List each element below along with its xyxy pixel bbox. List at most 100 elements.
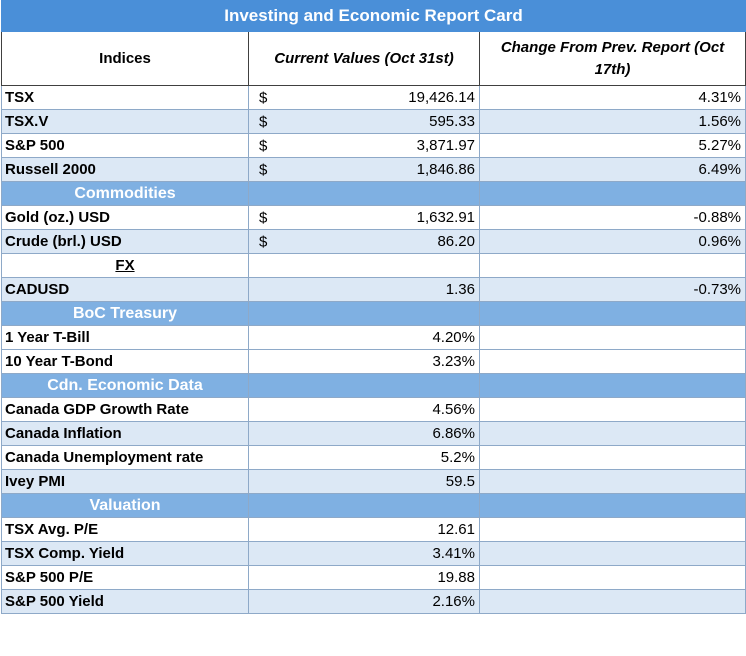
current-value-cell: 4.20% [248,325,480,350]
change-value: -0.73% [478,277,746,302]
current-value: 1,632.91 [416,209,475,226]
row-label: 1 Year T-Bill [1,325,249,350]
current-value: 19.88 [437,569,475,586]
row-label: S&P 500 P/E [1,565,249,590]
table-row: Canada Unemployment rate 5.2% [1,445,746,470]
current-value-cell: $3,871.97 [248,133,480,158]
table-row: S&P 500 $3,871.97 5.27% [1,133,746,158]
current-value: 3.23% [432,353,475,370]
row-label: S&P 500 Yield [1,589,249,614]
current-value: 4.20% [432,329,475,346]
current-value: 6.86% [432,425,475,442]
current-value-cell: $86.20 [248,229,480,254]
current-value-cell: 59.5 [248,469,480,494]
table-row: Crude (brl.) USD $86.20 0.96% [1,229,746,254]
row-label: TSX Comp. Yield [1,541,249,566]
row-label: Canada Inflation [1,421,249,446]
current-value: 595.33 [429,113,475,130]
current-value: 86.20 [437,233,475,250]
current-value-cell: $595.33 [248,109,480,134]
section-empty-cell [478,301,746,326]
row-label: Canada GDP Growth Rate [1,397,249,422]
change-value [478,541,746,566]
row-label: TSX.V [1,109,249,134]
current-value-cell: $1,632.91 [248,205,480,230]
currency-symbol: $ [259,233,268,250]
current-value: 3,871.97 [416,137,475,154]
table-row: S&P 500 Yield 2.16% [1,589,746,614]
header-current-values: Current Values (Oct 31st) [248,31,480,86]
row-label: 10 Year T-Bond [1,349,249,374]
section-empty-cell [478,493,746,518]
section-empty-cell [248,493,480,518]
header-change: Change From Prev. Report (Oct 17th) [478,31,746,86]
section-row: Commodities [1,181,746,206]
change-value: 0.96% [478,229,746,254]
title-row: Investing and Economic Report Card [0,0,746,32]
change-value: 1.56% [478,109,746,134]
change-value: 6.49% [478,157,746,182]
current-value: 3.41% [432,545,475,562]
empty-cell [478,253,746,278]
section-empty-cell [248,373,480,398]
row-label: Canada Unemployment rate [1,445,249,470]
row-label: Ivey PMI [1,469,249,494]
table-row: CADUSD 1.36 -0.73% [1,277,746,302]
row-label: Gold (oz.) USD [1,205,249,230]
current-value: 5.2% [440,449,475,466]
row-label: Russell 2000 [1,157,249,182]
table-row: S&P 500 P/E 19.88 [1,565,746,590]
column-header-row: Indices Current Values (Oct 31st) Change… [1,31,746,86]
currency-symbol: $ [259,89,268,106]
table-row: TSX.V $595.33 1.56% [1,109,746,134]
currency-symbol: $ [259,209,268,226]
section-label: Valuation [1,493,249,518]
current-value-cell: 2.16% [248,589,480,614]
current-value: 1,846.86 [416,161,475,178]
currency-symbol: $ [259,113,268,130]
section-empty-cell [478,181,746,206]
row-label: S&P 500 [1,133,249,158]
table-row: TSX $19,426.14 4.31% [1,85,746,110]
empty-cell [248,253,480,278]
current-value: 4.56% [432,401,475,418]
row-label: TSX Avg. P/E [1,517,249,542]
change-value [478,589,746,614]
current-value-cell: $1,846.86 [248,157,480,182]
current-value-cell: 19.88 [248,565,480,590]
change-value [478,469,746,494]
change-value [478,445,746,470]
row-label: CADUSD [1,277,249,302]
table-row: 10 Year T-Bond 3.23% [1,349,746,374]
table-row: Gold (oz.) USD $1,632.91 -0.88% [1,205,746,230]
change-value [478,325,746,350]
change-value [478,421,746,446]
current-value: 19,426.14 [408,89,475,106]
current-value-cell: 12.61 [248,517,480,542]
fx-subheader-label: FX [1,253,249,278]
section-empty-cell [478,373,746,398]
current-value: 1.36 [445,281,475,298]
section-label: Commodities [1,181,249,206]
current-value: 12.61 [437,521,475,538]
change-value: 5.27% [478,133,746,158]
report-title: Investing and Economic Report Card [0,0,746,32]
table-row: Canada GDP Growth Rate 4.56% [1,397,746,422]
current-value-cell: 3.23% [248,349,480,374]
section-empty-cell [248,301,480,326]
table-row: Canada Inflation 6.86% [1,421,746,446]
current-value-cell: 6.86% [248,421,480,446]
current-value-cell: 3.41% [248,541,480,566]
change-value: 4.31% [478,85,746,110]
row-label: Crude (brl.) USD [1,229,249,254]
table-row: TSX Comp. Yield 3.41% [1,541,746,566]
current-value-cell: $19,426.14 [248,85,480,110]
current-value-cell: 4.56% [248,397,480,422]
fx-subheader-row: FX [1,253,746,278]
table-row: 1 Year T-Bill 4.20% [1,325,746,350]
section-row: BoC Treasury [1,301,746,326]
change-value [478,565,746,590]
table-row: TSX Avg. P/E 12.61 [1,517,746,542]
table-row: Ivey PMI 59.5 [1,469,746,494]
current-value: 59.5 [445,473,475,490]
